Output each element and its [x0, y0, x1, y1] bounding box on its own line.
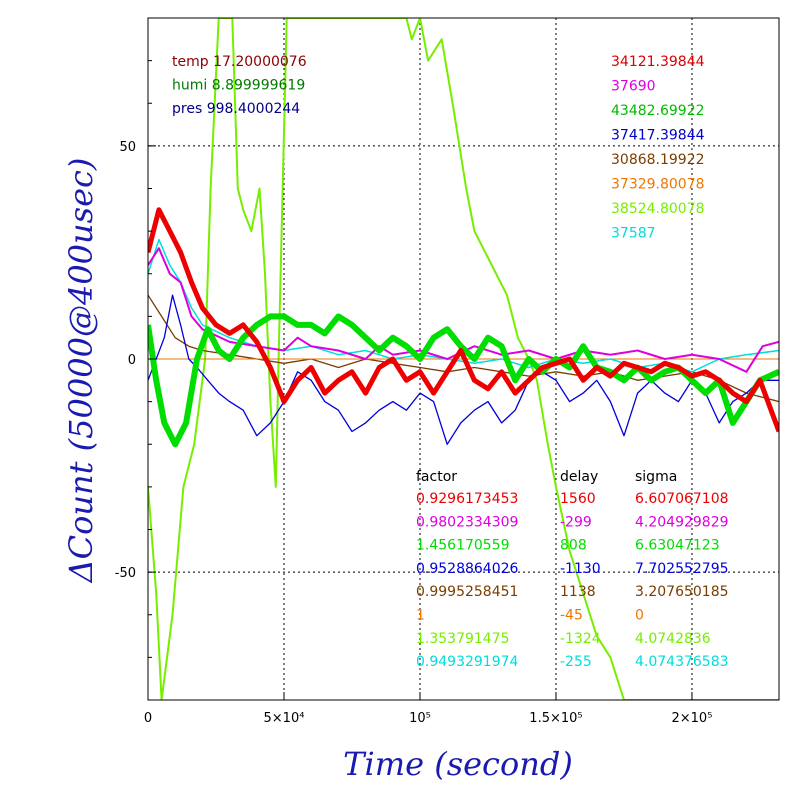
mean-count-label: 30868.19922 — [611, 152, 705, 168]
mean-count-label: 43482.69922 — [611, 103, 705, 119]
y-tick-label: -50 — [115, 566, 136, 581]
series-line — [148, 18, 779, 700]
table-cell: 0.9802334309 — [416, 514, 518, 530]
table-cell: -255 — [560, 654, 592, 670]
table-cell: 808 — [560, 538, 587, 554]
table-cell: 1 — [416, 608, 425, 624]
mean-count-label: 38524.80078 — [611, 201, 705, 217]
table-cell: 0 — [635, 608, 644, 624]
series-line — [148, 313, 779, 448]
series-line — [148, 207, 779, 433]
series-line — [148, 247, 779, 373]
plot-area — [148, 18, 779, 700]
table-cell: 0.9296173453 — [416, 491, 518, 507]
table-cell: -299 — [560, 514, 592, 530]
table-cell: -45 — [560, 608, 583, 624]
x-tick-label: 5×10⁴ — [264, 711, 305, 726]
mean-count-label: 37417.39844 — [611, 128, 705, 144]
table-header: delay — [560, 469, 598, 485]
table-header: sigma — [635, 469, 677, 485]
table-cell: 1.456170559 — [416, 538, 510, 554]
annotations: temp 17.20000076 humi 8.899999619 pres 998… — [172, 54, 729, 670]
environment-label: temp 17.20000076 — [172, 54, 307, 70]
table-cell: 1560 — [560, 491, 596, 507]
mean-count-label: 37587 — [611, 226, 656, 242]
environment-label: humi 8.899999619 — [172, 78, 305, 94]
x-tick-label: 1.5×10⁵ — [529, 711, 582, 726]
x-axis-ticks: 0 5×10⁴ 10⁵ 1.5×10⁵ 2×10⁵ — [144, 692, 713, 726]
y-axis-label: ΔCount (50000@400usec) — [62, 158, 100, 585]
mean-count-label: 37690 — [611, 79, 656, 95]
table-cell: -1130 — [560, 561, 601, 577]
table-cell: 1.353791475 — [416, 631, 510, 647]
table-cell: -1324 — [560, 631, 601, 647]
table-cell: 4.074376583 — [635, 654, 729, 670]
x-axis-label: Time (second) — [343, 745, 573, 783]
y-tick-label: 0 — [128, 353, 136, 368]
y-tick-label: 50 — [119, 140, 136, 155]
table-cell: 3.207650185 — [635, 584, 729, 600]
mean-count-label: 34121.39844 — [611, 54, 705, 70]
table-cell: 6.63047123 — [635, 538, 720, 554]
table-cell: 6.607067108 — [635, 491, 729, 507]
table-cell: 1138 — [560, 584, 596, 600]
series-line — [148, 294, 779, 445]
table-cell: 4.0742836 — [635, 631, 711, 647]
x-tick-label: 0 — [144, 711, 152, 726]
x-tick-label: 10⁵ — [409, 711, 431, 726]
table-cell: 4.204929829 — [635, 514, 729, 530]
environment-label: pres 998.4000244 — [172, 101, 300, 117]
table-cell: 7.702552795 — [635, 561, 729, 577]
x-tick-label: 2×10⁵ — [672, 711, 713, 726]
table-header: factor — [416, 469, 457, 485]
table-cell: 0.9493291974 — [416, 654, 519, 670]
table-cell: 0.9995258451 — [416, 584, 518, 600]
mean-count-label: 37329.80078 — [611, 177, 705, 193]
y-axis-ticks: 50 0 -50 — [115, 17, 156, 701]
table-cell: 0.9528864026 — [416, 561, 519, 577]
